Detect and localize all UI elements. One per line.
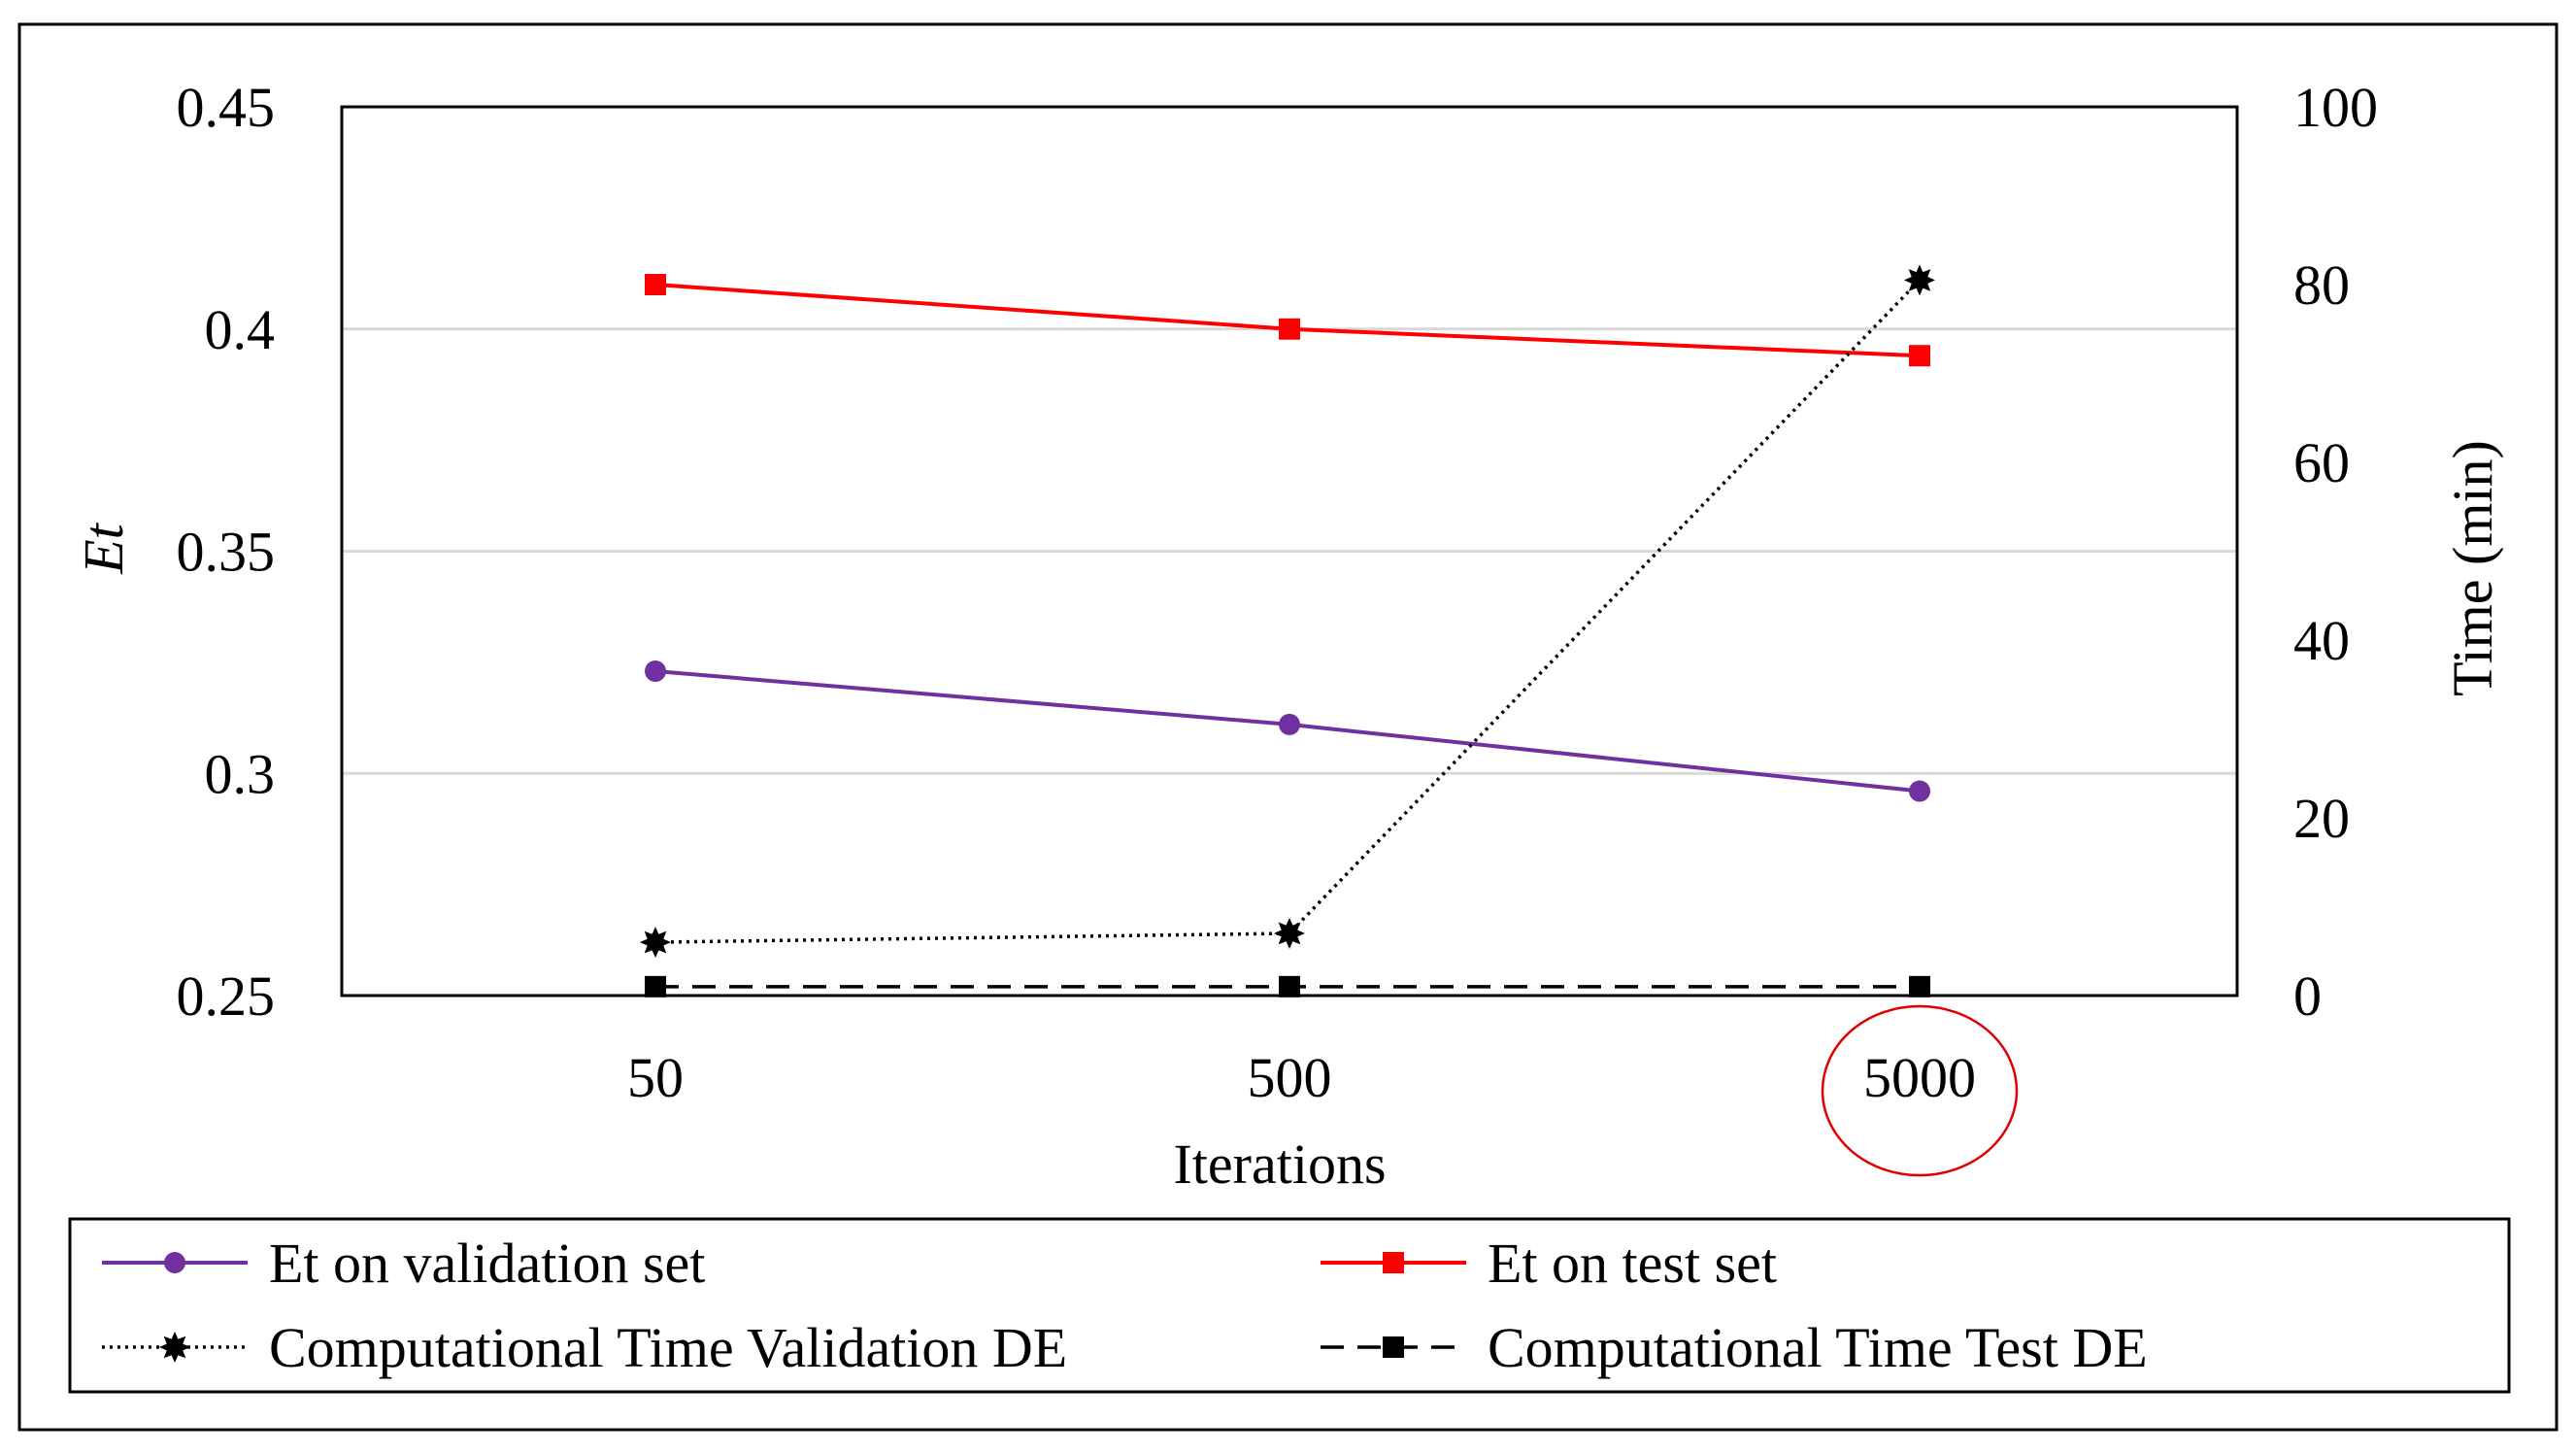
legend-marker [159, 1332, 190, 1363]
left-tick-label: 0.25 [177, 964, 276, 1028]
right-tick-label: 60 [2293, 431, 2350, 494]
right-axis-ticks: 0 20 40 60 80 100 [2293, 76, 2378, 1028]
data-point [645, 660, 666, 683]
data-point [1909, 345, 1930, 367]
legend-marker [1383, 1336, 1404, 1358]
legend-marker [1383, 1252, 1404, 1273]
right-tick-label: 40 [2293, 609, 2350, 672]
legend-item: Et on test set [1321, 1232, 1777, 1295]
legend-label: Et on test set [1488, 1232, 1777, 1295]
legend-label: Et on validation set [269, 1232, 705, 1295]
left-axis-label: Et [72, 522, 135, 574]
data-point [1274, 918, 1305, 949]
series-2 [645, 274, 1930, 367]
legend-item: Computational Time Test DE [1321, 1316, 2148, 1379]
data-point [1279, 975, 1300, 998]
right-tick-label: 20 [2293, 787, 2350, 850]
data-point [1279, 713, 1300, 735]
left-tick-label: 0.45 [177, 76, 276, 139]
data-point [1279, 318, 1300, 340]
legend-marker [164, 1252, 185, 1273]
x-tick-label: 5000 [1863, 1046, 1976, 1109]
data-point [1904, 264, 1935, 296]
legend-label: Computational Time Test DE [1488, 1316, 2148, 1379]
x-axis-label: Iterations [1173, 1133, 1386, 1196]
highlight-circle [1821, 1004, 2019, 1177]
x-tick-label: 500 [1248, 1046, 1332, 1109]
series-line [654, 279, 1922, 944]
legend: Et on validation set Et on test set Comput… [102, 1232, 2148, 1379]
data-point [1909, 975, 1930, 998]
x-axis-ticks: 50 500 5000 [627, 1046, 1976, 1109]
data-point [640, 927, 671, 959]
series-3 [640, 264, 1935, 959]
left-tick-label: 0.3 [205, 742, 276, 805]
data-point [645, 274, 666, 295]
right-tick-label: 0 [2293, 964, 2322, 1028]
right-tick-label: 80 [2293, 254, 2350, 317]
x-tick-label: 50 [627, 1046, 684, 1109]
left-tick-label: 0.35 [177, 521, 276, 584]
legend-item: Computational Time Validation DE [102, 1316, 1067, 1379]
legend-box [68, 1217, 2511, 1394]
series-1 [645, 660, 1930, 802]
left-axis-ticks: 0.25 0.3 0.35 0.4 0.45 [177, 76, 276, 1028]
left-tick-label: 0.4 [205, 298, 276, 361]
series-4 [645, 975, 1930, 998]
legend-label: Computational Time Validation DE [269, 1316, 1067, 1379]
right-axis-label: Time (min) [2441, 440, 2504, 696]
series-layer [640, 264, 1935, 998]
legend-item: Et on validation set [102, 1232, 705, 1295]
data-point [645, 975, 666, 998]
data-point [1909, 780, 1930, 802]
right-tick-label: 100 [2293, 76, 2378, 139]
